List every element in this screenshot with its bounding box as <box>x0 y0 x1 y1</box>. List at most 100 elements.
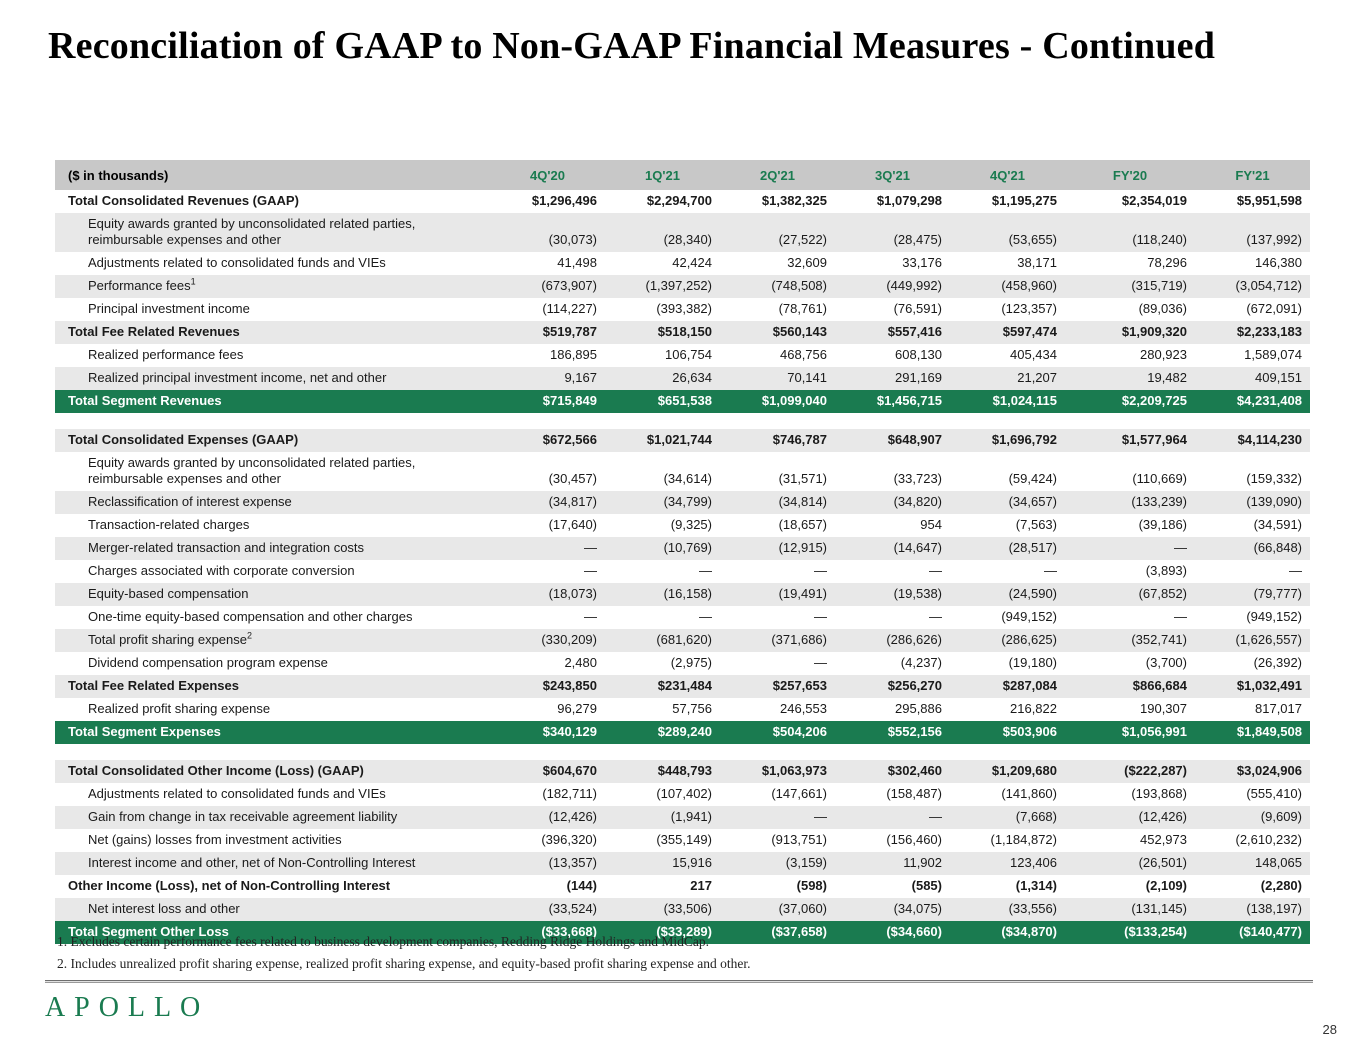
row-label: Total Consolidated Other Income (Loss) (… <box>68 763 364 778</box>
cell-value: 146,380 <box>1255 255 1302 270</box>
cell-value: (286,626) <box>886 632 942 647</box>
cell-value: $1,296,496 <box>531 193 597 208</box>
cell-value: 78,296 <box>1147 255 1187 270</box>
cell-value: $1,382,325 <box>761 193 827 208</box>
cell-value: (34,657) <box>1008 494 1057 509</box>
row-label: Total Consolidated Revenues (GAAP) <box>68 193 299 208</box>
cell-value: (7,668) <box>1015 809 1057 824</box>
cell-value: — <box>1289 563 1302 578</box>
cell-value: (949,152) <box>1246 609 1302 624</box>
cell-value: (138,197) <box>1246 901 1302 916</box>
table-row: Adjustments related to consolidated fund… <box>55 783 1310 806</box>
cell-value: 21,207 <box>1017 370 1057 385</box>
cell-value: $604,670 <box>542 763 597 778</box>
cell-value: (13,357) <box>548 855 597 870</box>
cell-value: (1,184,872) <box>990 832 1058 847</box>
cell-value: (748,508) <box>771 278 827 293</box>
table-row: Total Consolidated Other Income (Loss) (… <box>55 760 1310 783</box>
row-label: Total Fee Related Expenses <box>68 678 239 693</box>
cell-value: — <box>814 809 827 824</box>
cell-value: (396,320) <box>541 832 597 847</box>
cell-value: ($33,289) <box>656 924 712 939</box>
cell-value: 246,553 <box>780 701 827 716</box>
table-header-row: ($ in thousands) 4Q'20 1Q'21 2Q'21 3Q'21 4Q'2… <box>55 160 1310 190</box>
cell-value: $648,907 <box>887 432 942 447</box>
cell-value: (107,402) <box>656 786 712 801</box>
cell-value: (31,571) <box>778 471 827 486</box>
cell-value: (34,817) <box>548 494 597 509</box>
cell-value: $597,474 <box>1002 324 1057 339</box>
cell-value: (673,907) <box>541 278 597 293</box>
cell-value: (66,848) <box>1253 540 1302 555</box>
cell-value: (7,563) <box>1015 517 1057 532</box>
cell-value: 954 <box>920 517 942 532</box>
cell-value: 186,895 <box>550 347 597 362</box>
cell-value: (393,382) <box>656 301 712 316</box>
footer-divider <box>45 980 1313 983</box>
cell-value: (330,209) <box>541 632 597 647</box>
cell-value: 409,151 <box>1255 370 1302 385</box>
cell-value: 15,916 <box>672 855 712 870</box>
footnote: 2. Includes unrealized profit sharing ex… <box>57 956 751 971</box>
cell-value: — <box>929 809 942 824</box>
cell-value: (34,075) <box>893 901 942 916</box>
cell-value: $651,538 <box>657 393 712 408</box>
footnote-marker: 1 <box>190 276 196 287</box>
cell-value: (1,626,557) <box>1235 632 1303 647</box>
cell-value: (67,852) <box>1138 586 1187 601</box>
cell-value: $2,209,725 <box>1121 393 1187 408</box>
cell-value: (2,975) <box>670 655 712 670</box>
cell-value: ($133,254) <box>1124 924 1187 939</box>
cell-value: (28,340) <box>663 232 712 247</box>
row-label: Reclassification of interest expense <box>88 494 292 509</box>
column-header: 4Q'21 <box>990 167 1025 183</box>
table-row: Interest income and other, net of Non-Co… <box>55 852 1310 875</box>
row-label: Merger-related transaction and integrati… <box>88 540 365 555</box>
column-header: 2Q'21 <box>760 167 795 183</box>
cell-value: $1,696,792 <box>991 432 1057 447</box>
cell-value: 217 <box>690 878 712 893</box>
table-row: Total Fee Related Revenues $519,787 $518,1… <box>55 321 1310 344</box>
cell-value: ($222,287) <box>1124 763 1187 778</box>
cell-value: — <box>699 609 712 624</box>
cell-value: (24,590) <box>1008 586 1057 601</box>
section-spacer <box>55 744 1310 760</box>
cell-value: (449,992) <box>886 278 942 293</box>
cell-value: (19,180) <box>1008 655 1057 670</box>
cell-value: 41,498 <box>557 255 597 270</box>
cell-value: (17,640) <box>548 517 597 532</box>
row-label: Total Segment Other Loss <box>68 924 229 939</box>
cell-value: (89,036) <box>1138 301 1187 316</box>
cell-value: $1,024,115 <box>992 393 1057 408</box>
cell-value: $1,099,040 <box>761 393 827 408</box>
cell-value: (286,625) <box>1001 632 1057 647</box>
cell-value: (30,457) <box>548 471 597 486</box>
cell-value: (39,186) <box>1138 517 1187 532</box>
cell-value: $1,079,298 <box>876 193 942 208</box>
cell-value: (913,751) <box>771 832 827 847</box>
cell-value: (33,506) <box>663 901 712 916</box>
cell-value: 123,406 <box>1010 855 1057 870</box>
table-row: Total Segment Expenses $340,129 $289,240 $5… <box>55 721 1310 744</box>
cell-value: (18,073) <box>548 586 597 601</box>
cell-value: (33,556) <box>1008 901 1057 916</box>
table-row: One-time equity-based compensation and o… <box>55 606 1310 629</box>
table-row: Dividend compensation program expense 2,4… <box>55 652 1310 675</box>
cell-value: 817,017 <box>1255 701 1302 716</box>
table-row: Adjustments related to consolidated fund… <box>55 252 1310 275</box>
cell-value: $552,156 <box>887 724 942 739</box>
cell-value: 148,065 <box>1255 855 1302 870</box>
cell-value: $518,150 <box>657 324 712 339</box>
table-row: Equity awards granted by unconsolidated … <box>55 452 1310 491</box>
cell-value: — <box>699 563 712 578</box>
unit-label: ($ in thousands) <box>68 167 169 183</box>
cell-value: (34,591) <box>1253 517 1302 532</box>
table-row: Equity awards granted by unconsolidated … <box>55 213 1310 252</box>
cell-value: (3,054,712) <box>1235 278 1303 293</box>
cell-value: $1,056,991 <box>1121 724 1187 739</box>
cell-value: (37,060) <box>778 901 827 916</box>
cell-value: $287,084 <box>1002 678 1057 693</box>
cell-value: (16,158) <box>663 586 712 601</box>
cell-value: (555,410) <box>1246 786 1302 801</box>
